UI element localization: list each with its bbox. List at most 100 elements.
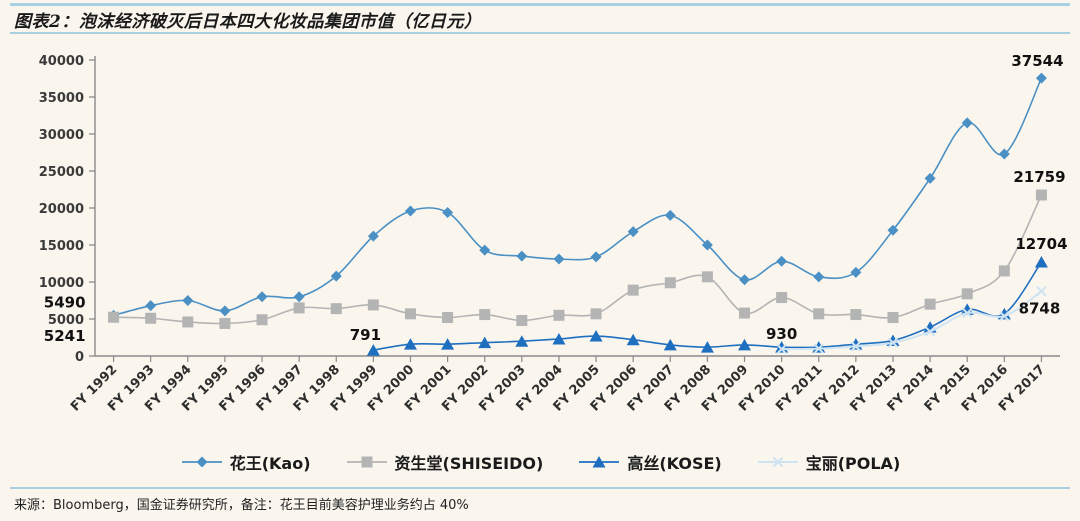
data-point-marker: [924, 298, 936, 310]
data-point-marker: [552, 332, 566, 345]
legend-label: 宝丽(POLA): [805, 454, 901, 473]
legend-item[interactable]: 花王(Kao): [180, 450, 311, 474]
data-point-marker: [293, 291, 305, 303]
data-point-marker: [701, 239, 713, 251]
data-point-marker: [999, 310, 1010, 322]
data-point-marker: [776, 292, 788, 304]
y-axis-tick-label: 35000: [39, 91, 84, 106]
marker-stroke: [887, 337, 899, 348]
marker-stroke: [772, 456, 783, 468]
data-point-marker: [108, 311, 120, 323]
data-point-marker: [739, 307, 751, 319]
y-axis-tick-label: 5000: [48, 313, 84, 328]
data-point-marker: [442, 312, 454, 324]
data-point-marker: [626, 333, 640, 346]
chart-canvas: 0 5000 10000 15000 20000 25000 30000 35000 40000…: [39, 52, 1068, 414]
data-point-marker: [850, 341, 862, 352]
data-point-marker: [663, 338, 677, 351]
legend-label: 高丝(KOSE): [627, 454, 722, 473]
data-point-marker: [479, 244, 491, 256]
data-point-marker: [1035, 189, 1047, 201]
data-point-marker: [813, 308, 825, 320]
data-point-marker: [590, 251, 602, 263]
data-point-marker: [998, 148, 1010, 160]
y-axis-tick-label: 20000: [39, 202, 84, 217]
data-point-label: 5490: [44, 293, 86, 311]
data-point-marker: [182, 295, 194, 306]
marker-stroke: [850, 341, 862, 352]
data-point-marker: [664, 277, 676, 289]
chart-legend: 花王(Kao) 资生堂(SHISEIDO) 高丝(KOSE) 宝丽(POLA): [0, 450, 1080, 474]
y-axis-tick-label: 30000: [39, 128, 84, 143]
data-point-marker: [330, 270, 342, 282]
data-point-marker: [924, 172, 936, 184]
marker-stroke: [813, 343, 824, 354]
marker-stroke: [776, 343, 787, 355]
data-point-marker: [145, 312, 157, 324]
data-point-label: 37544: [1011, 52, 1063, 70]
y-axis-tick-label: 40000: [39, 54, 84, 69]
data-point-marker: [361, 456, 373, 468]
data-point-marker: [887, 337, 899, 348]
data-point-marker: [219, 305, 231, 317]
marker-stroke: [1036, 286, 1047, 297]
data-point-marker: [1034, 255, 1048, 268]
data-point-marker: [330, 303, 342, 315]
data-point-marker: [776, 255, 788, 267]
legend-marker-icon: [579, 456, 620, 468]
data-point-marker: [478, 336, 492, 349]
data-point-marker: [553, 253, 565, 265]
data-point-marker: [1036, 286, 1047, 297]
marker-stroke: [924, 326, 936, 337]
data-point-marker: [516, 250, 528, 262]
data-point-label: 21759: [1013, 168, 1065, 186]
data-point-marker: [553, 309, 565, 321]
y-axis-tick-label: 0: [75, 350, 84, 365]
source-note: 来源：Bloomberg，国金证券研究所，备注：花王目前美容护理业务约占 40%: [14, 498, 469, 513]
data-point-label: 791: [350, 326, 381, 344]
data-point-marker: [589, 330, 603, 342]
data-point-marker: [627, 226, 639, 238]
series-line: [113, 77, 1043, 317]
legend-item[interactable]: 资生堂(SHISEIDO): [345, 450, 544, 474]
legend-marker-icon: [346, 456, 387, 468]
legend-label: 资生堂(SHISEIDO): [394, 454, 544, 473]
data-point-marker: [367, 299, 379, 311]
title-rule-bottom: [10, 32, 1070, 34]
data-point-marker: [700, 341, 714, 353]
data-point-marker: [592, 456, 606, 468]
data-point-marker: [812, 341, 826, 353]
marker-stroke: [999, 310, 1010, 322]
plot-area: 0 5000 10000 15000 20000 25000 30000 35000 40000…: [0, 36, 1080, 476]
data-point-marker: [962, 307, 973, 319]
data-point-marker: [366, 344, 380, 356]
data-point-marker: [367, 230, 379, 242]
data-point-label: 5241: [44, 327, 86, 345]
y-axis-tick-label: 25000: [39, 165, 84, 180]
data-point-marker: [404, 308, 416, 320]
data-point-marker: [182, 316, 194, 328]
data-point-marker: [701, 271, 713, 283]
data-point-marker: [590, 308, 602, 320]
data-point-marker: [850, 309, 862, 321]
legend-item[interactable]: 宝丽(POLA): [756, 450, 901, 474]
data-point-marker: [1035, 72, 1047, 84]
data-point-marker: [772, 456, 783, 468]
data-point-label: 8748: [1019, 299, 1061, 317]
y-axis-tick-label: 15000: [39, 239, 84, 254]
data-point-marker: [961, 288, 973, 300]
data-point-marker: [442, 206, 454, 218]
data-point-marker: [813, 271, 825, 283]
legend-marker-icon: [757, 456, 798, 468]
data-point-marker: [256, 291, 268, 303]
y-axis-tick-label: 10000: [39, 276, 84, 291]
data-point-marker: [256, 314, 268, 326]
data-point-marker: [813, 343, 824, 354]
marker-stroke: [962, 307, 973, 319]
footer-rule: [10, 487, 1070, 489]
data-point-marker: [739, 274, 751, 286]
page-title: 图表2：泡沫经济破灭后日本四大化妆品集团市值（亿日元）: [14, 12, 482, 32]
data-point-marker: [664, 209, 676, 221]
legend-item[interactable]: 高丝(KOSE): [577, 450, 722, 474]
